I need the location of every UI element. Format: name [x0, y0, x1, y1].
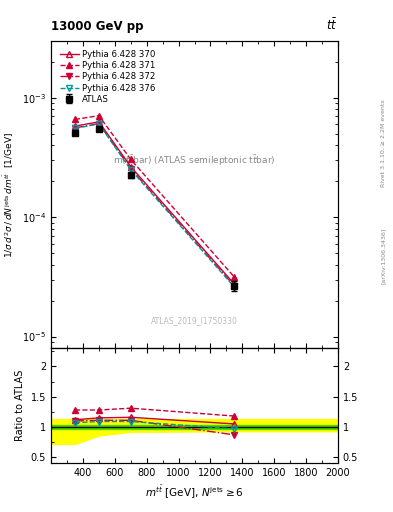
- Pythia 6.428 376: [129, 167, 133, 173]
- Text: [arXiv:1306.3436]: [arXiv:1306.3436]: [381, 228, 386, 284]
- Y-axis label: $1/\sigma\,d^2\sigma\,/\,dN^{\rm jets}\,dm^{t\bar{t}}$  [1/GeV]: $1/\sigma\,d^2\sigma\,/\,dN^{\rm jets}\,…: [2, 132, 17, 258]
- Pythia 6.428 376: [73, 125, 77, 132]
- Line: Pythia 6.428 376: Pythia 6.428 376: [72, 121, 237, 290]
- Text: $t\bar{t}$: $t\bar{t}$: [327, 18, 338, 33]
- Legend: Pythia 6.428 370, Pythia 6.428 371, Pythia 6.428 372, Pythia 6.428 376, ATLAS: Pythia 6.428 370, Pythia 6.428 371, Pyth…: [58, 48, 158, 105]
- Pythia 6.428 372: [232, 283, 237, 289]
- Pythia 6.428 371: [97, 113, 101, 119]
- Pythia 6.428 371: [232, 274, 237, 280]
- Pythia 6.428 372: [73, 125, 77, 131]
- Line: Pythia 6.428 370: Pythia 6.428 370: [72, 119, 237, 287]
- Y-axis label: Ratio to ATLAS: Ratio to ATLAS: [15, 370, 25, 441]
- Text: Rivet 3.1.10, ≥ 2.2M events: Rivet 3.1.10, ≥ 2.2M events: [381, 99, 386, 187]
- Line: Pythia 6.428 372: Pythia 6.428 372: [72, 120, 237, 289]
- Pythia 6.428 371: [73, 116, 77, 122]
- Text: ATLAS_2019_I1750330: ATLAS_2019_I1750330: [151, 316, 238, 326]
- Pythia 6.428 372: [97, 120, 101, 126]
- Line: Pythia 6.428 371: Pythia 6.428 371: [72, 113, 237, 280]
- Pythia 6.428 370: [232, 281, 237, 287]
- Pythia 6.428 376: [232, 284, 237, 290]
- Pythia 6.428 371: [129, 156, 133, 162]
- Pythia 6.428 370: [129, 164, 133, 170]
- Pythia 6.428 376: [97, 121, 101, 127]
- Text: 13000 GeV pp: 13000 GeV pp: [51, 20, 143, 33]
- Pythia 6.428 370: [73, 123, 77, 129]
- Pythia 6.428 372: [129, 166, 133, 172]
- X-axis label: $m^{t\bar{t}}$ [GeV], $N^{\rm jets} \geq 6$: $m^{t\bar{t}}$ [GeV], $N^{\rm jets} \geq…: [145, 484, 244, 501]
- Text: m(t$\bar{t}$bar) (ATLAS semileptonic t$\bar{t}$bar): m(t$\bar{t}$bar) (ATLAS semileptonic t$\…: [113, 153, 276, 168]
- Pythia 6.428 370: [97, 119, 101, 125]
